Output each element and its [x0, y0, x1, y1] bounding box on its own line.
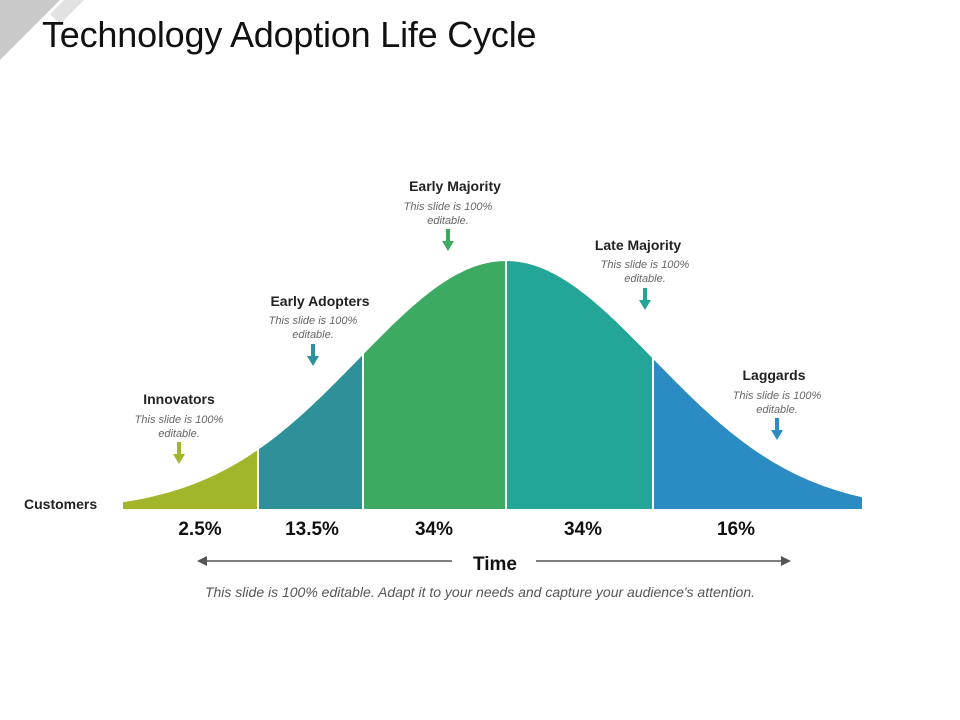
time-axis-right-arrowhead — [781, 556, 791, 566]
segment-desc-late-majority: This slide is 100% editable. — [600, 259, 690, 285]
segment-desc-innovators: This slide is 100% editable. — [134, 414, 224, 440]
segment-desc-laggards: This slide is 100% editable. — [732, 390, 822, 416]
down-arrow-icon-late-majority — [639, 288, 651, 310]
down-arrow-icon-innovators — [173, 442, 185, 464]
down-arrow-icon-early-majority — [442, 229, 454, 251]
percent-label-late-majority: 34% — [563, 519, 603, 540]
percent-label-early-adopters: 13.5% — [285, 519, 339, 540]
segment-label-laggards: Laggards — [742, 367, 806, 383]
y-axis-label: Customers — [24, 496, 98, 512]
page-title: Technology Adoption Life Cycle — [42, 14, 537, 55]
curve-segment-early-adopters — [257, 350, 364, 511]
curve-segment-laggards — [652, 354, 864, 511]
time-axis-left-arrowhead — [197, 556, 207, 566]
down-arrow-icon-laggards — [771, 418, 783, 440]
segment-label-early-majority: Early Majority — [409, 178, 501, 194]
segment-desc-early-adopters: This slide is 100% editable. — [268, 315, 358, 341]
corner-decoration — [0, 0, 84, 60]
x-axis-label: Time — [472, 554, 517, 575]
percent-label-innovators: 2.5% — [178, 519, 222, 540]
curve-segment-early-majority — [362, 259, 507, 511]
curve-segment-innovators — [121, 446, 259, 511]
footer-caption: This slide is 100% editable. Adapt it to… — [204, 584, 756, 600]
down-arrow-icon-early-adopters — [307, 344, 319, 366]
time-axis — [197, 556, 791, 566]
percent-label-early-majority: 34% — [414, 519, 454, 540]
segment-label-early-adopters: Early Adopters — [270, 293, 370, 309]
segment-desc-early-majority: This slide is 100% editable. — [403, 201, 493, 227]
percent-label-laggards: 16% — [716, 519, 756, 540]
curve-segment-late-majority — [505, 259, 654, 511]
segment-label-innovators: Innovators — [143, 391, 215, 407]
segment-label-late-majority: Late Majority — [594, 237, 682, 253]
